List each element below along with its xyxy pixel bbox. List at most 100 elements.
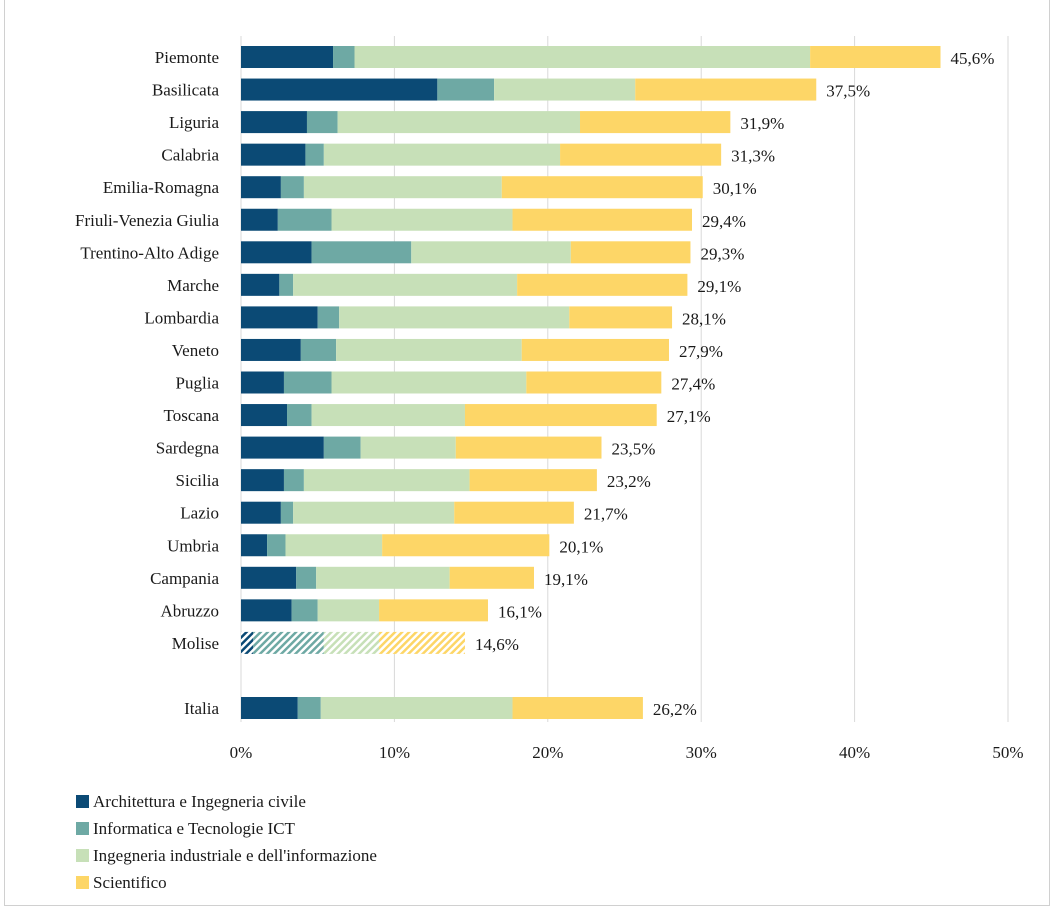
total-data-label: 29,3% <box>700 244 744 263</box>
bar-segment <box>437 78 495 101</box>
bar-segment <box>305 143 324 166</box>
bar-segment <box>333 46 355 68</box>
bar-segment <box>241 338 301 361</box>
total-data-label: 30,1% <box>713 179 757 198</box>
total-data-label: 29,1% <box>697 277 741 296</box>
bar-segment <box>241 599 292 622</box>
category-label: Piemonte <box>155 48 219 67</box>
bar-segment <box>277 208 332 231</box>
bar-segment <box>297 697 321 719</box>
total-data-label: 23,2% <box>607 472 651 491</box>
category-label: Friuli-Venezia Giulia <box>75 211 219 230</box>
total-data-label: 27,4% <box>671 375 715 394</box>
category-label: Emilia-Romagna <box>103 178 220 197</box>
category-label: Marche <box>167 276 219 295</box>
legend-label: Informatica e Tecnologie ICT <box>93 818 295 838</box>
labels: 0% 10% 20% 30% 40% 50% Piemonte 45,6% Basilicata… <box>75 48 1024 762</box>
bar-segment <box>526 371 662 394</box>
category-label: Toscana <box>164 406 220 425</box>
bar-segment <box>296 566 317 589</box>
legend-label: Ingegneria industriale e dell'informazio… <box>93 845 377 865</box>
bar-segment <box>293 501 455 524</box>
bar-segment <box>411 241 571 264</box>
bar-segment <box>241 78 438 101</box>
x-tick-label: 40% <box>839 743 870 762</box>
x-tick-label: 50% <box>992 743 1023 762</box>
category-label: Sicilia <box>176 471 220 490</box>
bar-segment <box>580 111 731 134</box>
bar-segment <box>311 404 465 427</box>
bar-segment <box>521 338 669 361</box>
total-data-label: 20,1% <box>559 537 603 556</box>
bar-segment <box>570 241 691 264</box>
bar-segment <box>280 176 304 199</box>
bar-segment <box>253 631 324 654</box>
legend-swatch <box>76 822 89 835</box>
bar-segment <box>560 143 722 166</box>
legend-item-architettura: Architettura e Ingegneria civile <box>76 788 377 815</box>
bar-segment <box>285 534 383 557</box>
total-data-label: 28,1% <box>682 309 726 328</box>
legend-swatch <box>76 849 89 862</box>
x-tick-label: 10% <box>379 743 410 762</box>
bar-segment <box>241 566 297 589</box>
category-label: Liguria <box>169 113 219 132</box>
bar-segment <box>241 469 284 492</box>
bar-segment <box>331 371 527 394</box>
bar-segment <box>283 469 304 492</box>
category-label: Calabria <box>161 146 219 165</box>
legend-item-informatica: Informatica e Tecnologie ICT <box>76 815 377 842</box>
bar-segment <box>323 436 361 459</box>
total-data-label: 26,2% <box>653 700 697 719</box>
legend-item-ingegneria-industriale: Ingegneria industriale e dell'informazio… <box>76 842 377 869</box>
category-label: Basilicata <box>152 81 219 100</box>
bar-segment <box>287 404 312 427</box>
chart-frame <box>4 0 1050 906</box>
bar-segment <box>241 436 324 459</box>
bar-segment <box>241 501 281 524</box>
bar-segment <box>300 338 337 361</box>
bar-segment <box>323 631 380 654</box>
bar-segment <box>303 176 502 199</box>
bar-segment <box>454 501 574 524</box>
bar-segment <box>241 176 281 199</box>
x-tick-label: 20% <box>532 743 563 762</box>
bar-segment <box>241 371 284 394</box>
category-label: Molise <box>172 634 219 653</box>
category-label: Lombardia <box>144 308 219 327</box>
bar-segment <box>323 143 561 166</box>
legend: Architettura e Ingegneria civile Informa… <box>76 788 377 896</box>
total-data-label: 21,7% <box>584 505 628 524</box>
bar-segment <box>317 599 380 622</box>
bar-segment <box>501 176 703 199</box>
bar-segment <box>336 338 522 361</box>
bar-segment <box>379 599 488 622</box>
legend-label: Scientifico <box>93 872 167 892</box>
bar-segment <box>280 501 294 524</box>
stacked-bar-chart: 0% 10% 20% 30% 40% 50% Piemonte 45,6% Basilicata… <box>75 36 1024 762</box>
total-data-label: 29,4% <box>702 212 746 231</box>
bar-segment <box>241 631 254 654</box>
bar-segment <box>379 631 465 654</box>
total-data-label: 23,5% <box>611 440 655 459</box>
bar-segment <box>241 143 306 166</box>
category-label: Sardegna <box>156 439 220 458</box>
total-data-label: 37,5% <box>826 82 870 101</box>
total-data-label: 31,9% <box>740 114 784 133</box>
bar-segment <box>316 566 450 589</box>
bar-segment <box>241 697 298 719</box>
bar-segment <box>331 208 513 231</box>
legend-label: Architettura e Ingegneria civile <box>93 791 306 811</box>
bar-segment <box>291 599 318 622</box>
bar-segment <box>241 273 280 296</box>
bar-segment <box>517 273 688 296</box>
bar-segment <box>469 469 597 492</box>
bar-segment <box>569 306 673 329</box>
total-data-label: 16,1% <box>498 602 542 621</box>
total-data-label: 19,1% <box>544 570 588 589</box>
bar-segment <box>283 371 332 394</box>
total-data-label: 27,1% <box>667 407 711 426</box>
bar-segment <box>339 306 570 329</box>
x-tick-label: 30% <box>686 743 717 762</box>
bar-segment <box>382 534 550 557</box>
